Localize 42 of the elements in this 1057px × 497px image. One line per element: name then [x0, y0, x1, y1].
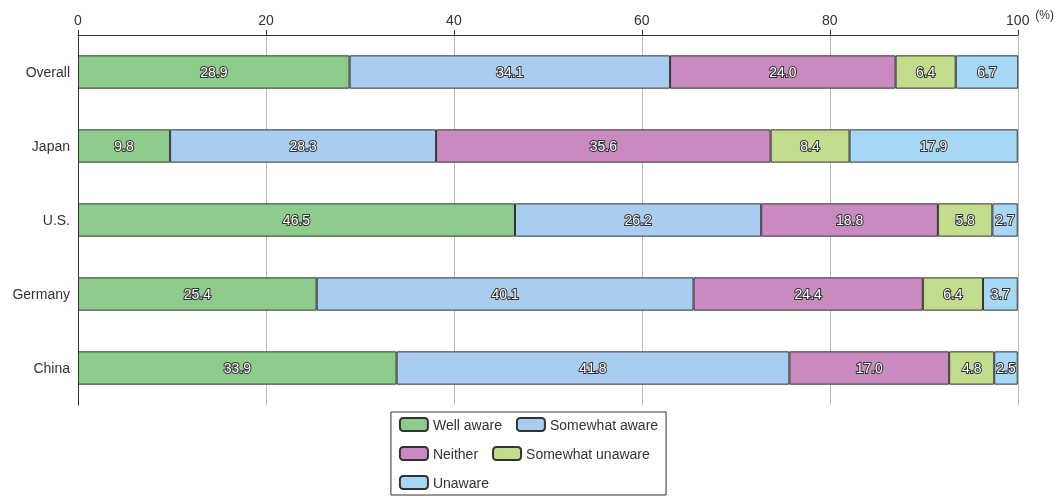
data-label: 34.1	[496, 64, 524, 80]
y-tick-label: Japan	[31, 138, 70, 154]
data-label: 2.5	[996, 360, 1016, 376]
data-label: 3.7	[990, 286, 1011, 302]
data-label: 26.2	[624, 212, 652, 228]
data-label: 2.7	[995, 212, 1016, 228]
x-tick-label: 60	[634, 12, 650, 28]
data-label: 46.5	[282, 212, 311, 228]
data-label: 40.1	[491, 286, 519, 302]
legend-label: Somewhat unaware	[526, 445, 651, 462]
data-label: 5.8	[955, 212, 976, 228]
data-label: 18.8	[835, 212, 864, 228]
y-tick-label: U.S.	[42, 212, 70, 228]
data-label: 9.8	[114, 138, 134, 154]
data-label: 8.4	[800, 138, 821, 154]
x-tick-label: 40	[446, 12, 462, 28]
data-label: 4.8	[961, 360, 982, 376]
x-axis-title: (%)	[1035, 8, 1054, 22]
legend-label: Somewhat aware	[549, 416, 659, 433]
x-tick-label: 20	[258, 12, 274, 28]
data-label: 24.4	[794, 286, 823, 302]
data-label: 24.0	[769, 64, 797, 80]
y-tick-label: China	[33, 360, 71, 376]
y-tick-label: Overall	[25, 64, 70, 80]
data-label: 25.4	[183, 286, 212, 302]
data-label: 28.3	[289, 138, 317, 154]
data-label: 41.8	[579, 360, 607, 376]
legend-label: Unaware	[432, 474, 490, 491]
data-label: 28.9	[200, 64, 228, 80]
x-tick-label: 0	[74, 12, 83, 28]
data-label: 33.9	[223, 360, 252, 376]
data-label: 6.4	[915, 64, 936, 80]
data-label: 35.6	[589, 138, 618, 154]
x-tick-label: 100	[1006, 12, 1030, 28]
x-tick-label: 80	[822, 12, 838, 28]
data-label: 17.0	[855, 360, 884, 376]
data-label: 6.4	[943, 286, 963, 302]
legend-label: Well aware	[432, 416, 503, 433]
data-label: 17.9	[920, 138, 948, 154]
y-tick-label: Germany	[12, 286, 70, 302]
data-label: 6.7	[977, 64, 997, 80]
legend-label: Neither	[432, 445, 479, 462]
